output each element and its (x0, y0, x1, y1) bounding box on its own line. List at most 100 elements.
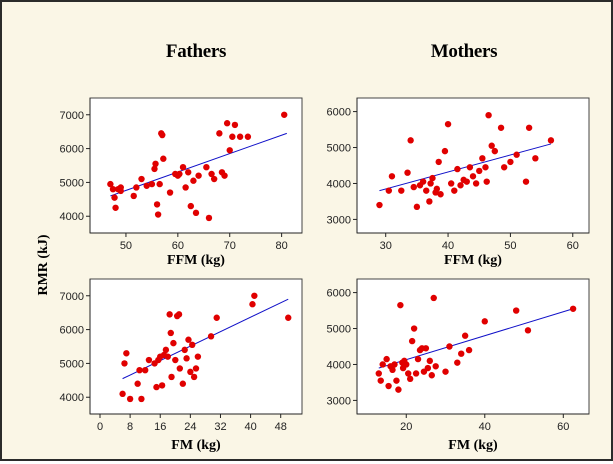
y-tick-label: 7000 (60, 110, 84, 122)
data-point (143, 182, 150, 189)
x-tick-label: 40 (479, 421, 491, 433)
data-point (208, 170, 215, 178)
data-point (410, 183, 417, 191)
data-point (162, 346, 170, 354)
data-point (532, 155, 539, 162)
data-point (187, 368, 194, 376)
data-point (376, 201, 383, 209)
data-point (229, 133, 236, 140)
data-point (397, 301, 404, 309)
data-point (437, 191, 444, 198)
data-point (156, 180, 163, 188)
data-point (176, 365, 184, 372)
data-point (398, 187, 405, 194)
x-tick-label: 60 (172, 240, 184, 252)
y-tick-label: 3000 (327, 395, 351, 407)
x-tick-label: 8 (127, 421, 133, 433)
data-point (454, 165, 461, 173)
data-point (414, 355, 422, 363)
data-point (500, 164, 508, 171)
y-tick-label: 5000 (327, 324, 351, 336)
data-point (547, 137, 555, 144)
x-tick-label: 32 (214, 421, 226, 433)
data-point (190, 373, 198, 381)
data-point (432, 363, 439, 370)
y-tick-label: 6000 (60, 325, 84, 337)
data-point (175, 311, 183, 318)
x-tick-label: 60 (567, 240, 579, 252)
y-tick-label: 6000 (327, 288, 351, 300)
data-point (424, 364, 432, 372)
data-point (513, 151, 520, 158)
data-point (152, 160, 159, 168)
data-point (435, 158, 442, 166)
regression-line (378, 308, 574, 369)
data-point (109, 185, 117, 193)
data-point (379, 361, 386, 368)
data-point (485, 111, 492, 119)
data-point (179, 380, 187, 387)
data-point (117, 187, 124, 195)
y-tick-label: 6000 (327, 107, 351, 119)
regression-line (122, 298, 289, 380)
data-point (403, 361, 410, 368)
data-point (148, 180, 156, 188)
y-tick-label: 4000 (327, 178, 351, 190)
data-point (427, 180, 434, 187)
data-point (465, 346, 473, 354)
data-point (442, 368, 449, 375)
data-point (466, 164, 474, 171)
data-point (522, 178, 530, 185)
x-tick-label: 70 (224, 240, 236, 252)
y-tick-label: 3000 (327, 214, 351, 226)
data-point (134, 380, 141, 387)
data-point (168, 373, 175, 381)
regression-line (110, 132, 287, 197)
y-tick-label: 5000 (327, 143, 351, 155)
x-axis-title: FM (kg) (448, 438, 498, 453)
data-point (154, 211, 162, 218)
data-point (479, 155, 486, 162)
data-point (130, 192, 137, 200)
x-tick-label: 0 (97, 421, 103, 433)
data-point (187, 202, 195, 210)
data-point (497, 124, 505, 131)
data-point (192, 209, 200, 217)
data-point (164, 353, 171, 360)
data-point (231, 121, 239, 129)
data-point (472, 180, 480, 187)
data-point (483, 178, 490, 185)
data-point (385, 187, 393, 194)
plot-area (356, 278, 590, 415)
data-point (190, 177, 197, 184)
data-point (419, 178, 427, 185)
data-point (189, 341, 196, 349)
data-point (507, 158, 514, 166)
data-point (207, 333, 215, 340)
data-point (410, 325, 418, 332)
x-tick-label: 80 (275, 240, 287, 252)
data-point (179, 163, 187, 171)
data-point (389, 366, 396, 374)
x-tick-label: 50 (120, 240, 132, 252)
data-point (393, 377, 400, 384)
data-point (441, 147, 449, 155)
data-point (153, 201, 161, 208)
data-point (405, 370, 412, 377)
data-point (167, 329, 174, 337)
data-point (491, 147, 499, 155)
panel-mothers-ffm: 3000 4000 5000 6000 30 40 50 60 FFM (kg) (327, 97, 590, 268)
y-tick-label: 5000 (60, 358, 84, 370)
y-tick-label: 5000 (60, 177, 84, 189)
data-point (194, 353, 202, 360)
y-tick-label: 4000 (60, 211, 84, 223)
data-point (133, 184, 140, 191)
data-point (160, 155, 167, 162)
y-tick-label: 4000 (60, 392, 84, 404)
data-point (112, 204, 119, 211)
data-point (205, 214, 213, 222)
data-point (429, 174, 436, 182)
data-point (138, 395, 145, 403)
data-point (221, 172, 228, 179)
